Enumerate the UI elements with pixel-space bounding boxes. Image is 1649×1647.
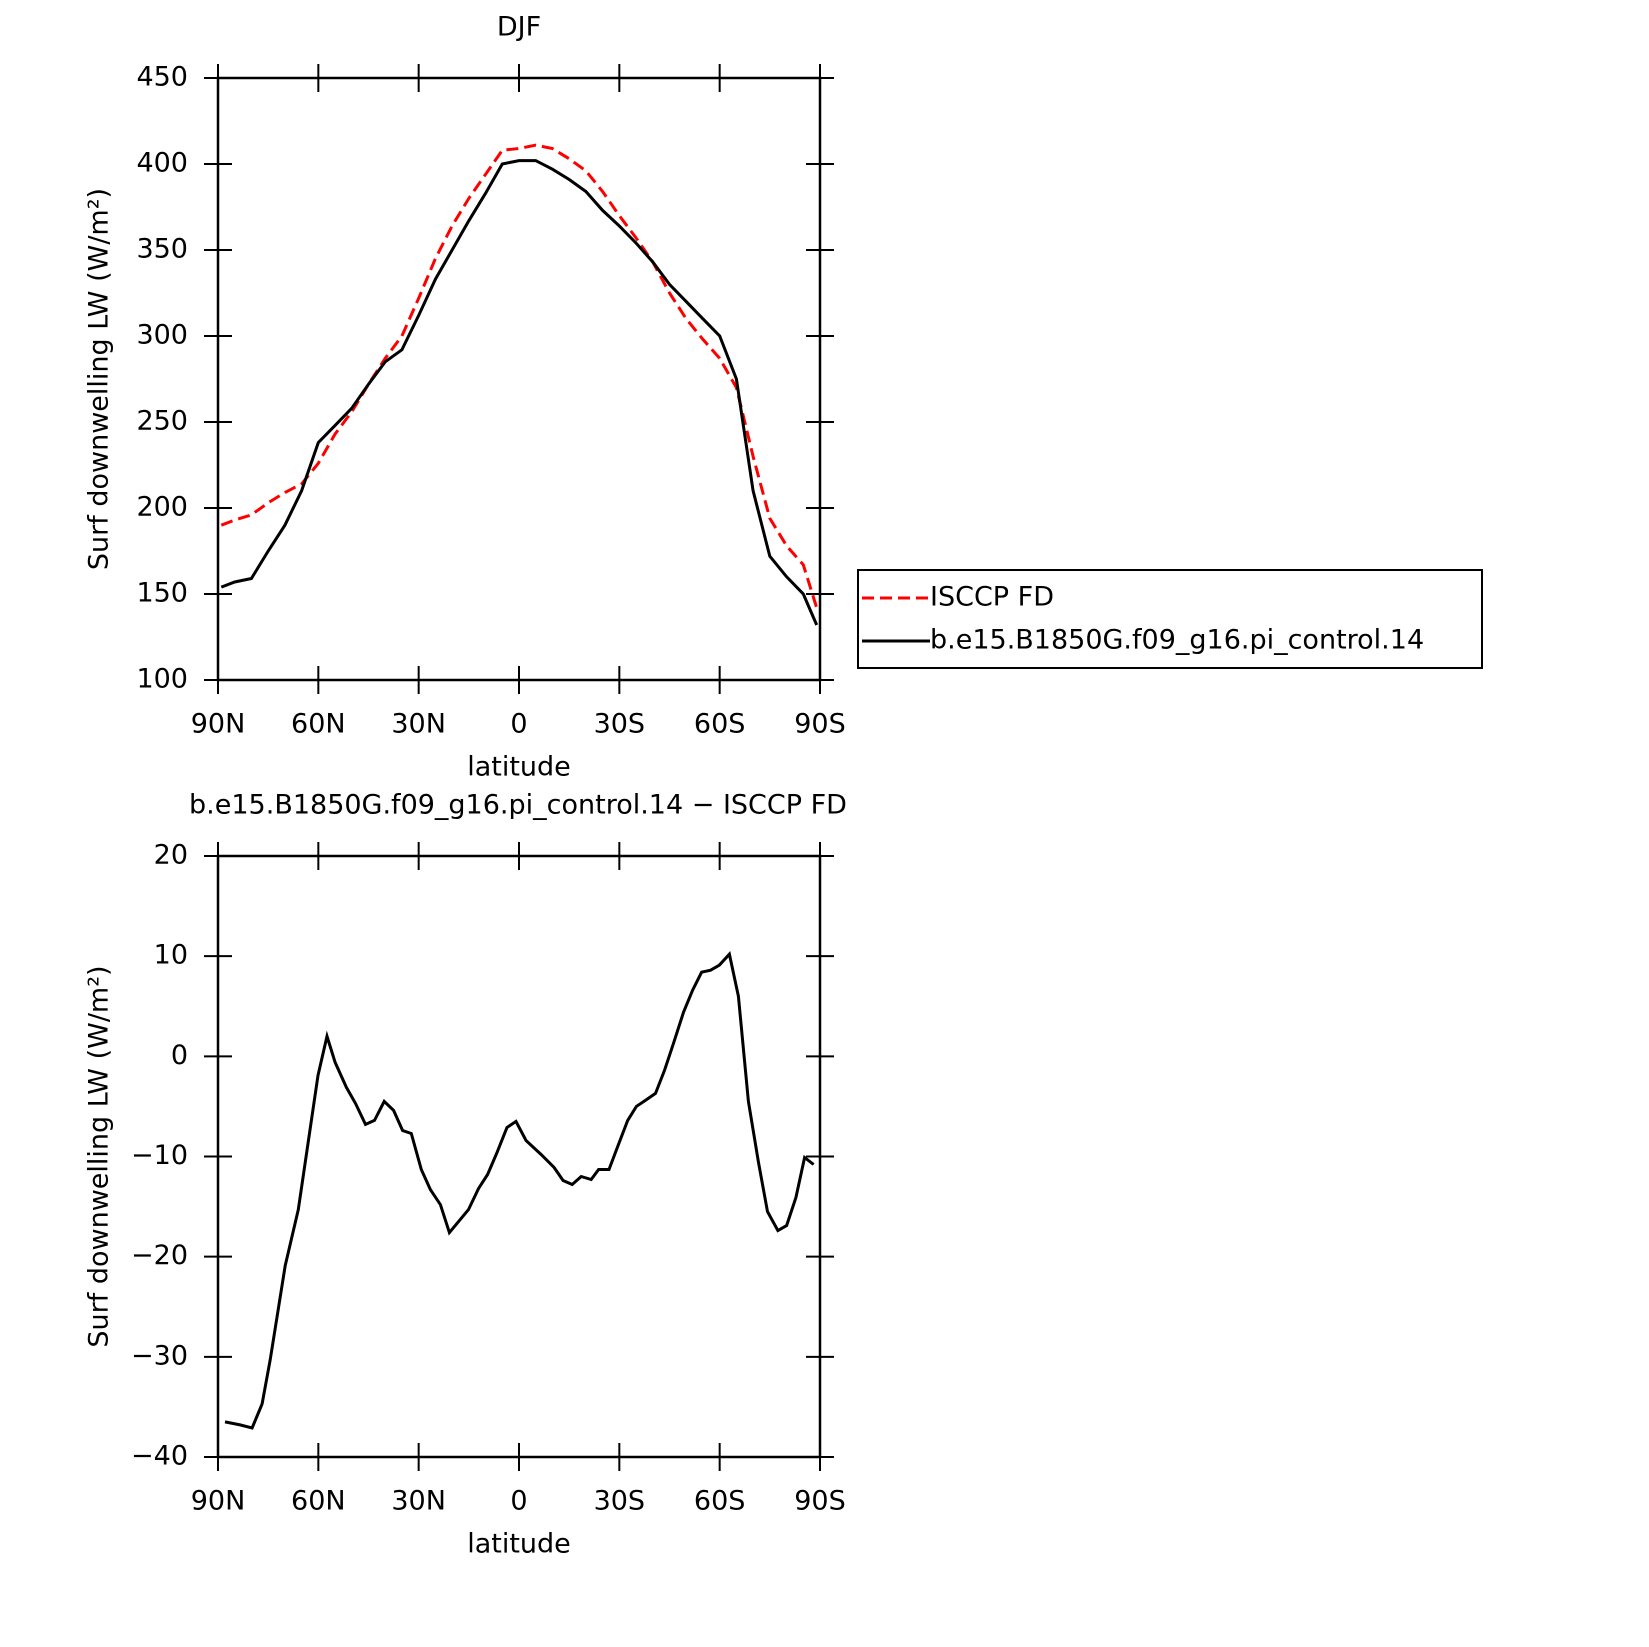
x-axis-label: latitude bbox=[467, 1529, 571, 1560]
y-tick-label: 10 bbox=[154, 940, 188, 971]
chart-title: DJF bbox=[497, 12, 541, 43]
y-tick-label: −20 bbox=[131, 1240, 188, 1271]
y-tick-label: −40 bbox=[131, 1441, 188, 1472]
y-tick-label: 350 bbox=[136, 234, 188, 265]
y-tick-label: 20 bbox=[154, 840, 188, 871]
y-tick-label: 250 bbox=[136, 406, 188, 437]
plot-frame bbox=[216, 76, 822, 682]
x-tick-label: 30S bbox=[594, 709, 646, 740]
data-line bbox=[220, 143, 819, 609]
x-tick-label: 60S bbox=[694, 709, 746, 740]
x-tick-label: 90S bbox=[794, 1486, 846, 1517]
x-tick-label: 90S bbox=[794, 709, 846, 740]
x-tick-label: 60N bbox=[291, 1486, 346, 1517]
data-line bbox=[224, 951, 815, 1430]
x-tick-label: 90N bbox=[191, 709, 246, 740]
legend-label: ISCCP FD bbox=[930, 582, 1054, 613]
x-tick-label: 0 bbox=[510, 1486, 527, 1517]
plot-frame bbox=[216, 854, 822, 1459]
y-axis-label: Surf downwelling LW (W/m²) bbox=[84, 965, 115, 1347]
x-tick-label: 60S bbox=[694, 1486, 746, 1517]
y-tick-label: 300 bbox=[136, 320, 188, 351]
x-tick-label: 30N bbox=[391, 709, 446, 740]
legend-box bbox=[857, 569, 1483, 669]
x-tick-label: 90N bbox=[191, 1486, 246, 1517]
legend-label: b.e15.B1850G.f09_g16.pi_control.14 bbox=[930, 625, 1424, 656]
x-tick-label: 30S bbox=[594, 1486, 646, 1517]
y-tick-label: 0 bbox=[171, 1040, 188, 1071]
y-tick-label: 150 bbox=[136, 578, 188, 609]
x-tick-label: 0 bbox=[510, 709, 527, 740]
x-tick-label: 30N bbox=[391, 1486, 446, 1517]
x-axis-label: latitude bbox=[467, 752, 571, 783]
y-tick-label: −30 bbox=[131, 1340, 188, 1371]
x-tick-label: 60N bbox=[291, 709, 346, 740]
y-tick-label: 100 bbox=[136, 664, 188, 695]
chart-title: b.e15.B1850G.f09_g16.pi_control.14 − ISC… bbox=[189, 790, 847, 821]
data-line bbox=[220, 159, 819, 626]
y-tick-label: 200 bbox=[136, 492, 188, 523]
y-tick-label: 450 bbox=[136, 62, 188, 93]
y-axis-label: Surf downwelling LW (W/m²) bbox=[84, 188, 115, 570]
y-tick-label: −10 bbox=[131, 1140, 188, 1171]
y-tick-label: 400 bbox=[136, 148, 188, 179]
